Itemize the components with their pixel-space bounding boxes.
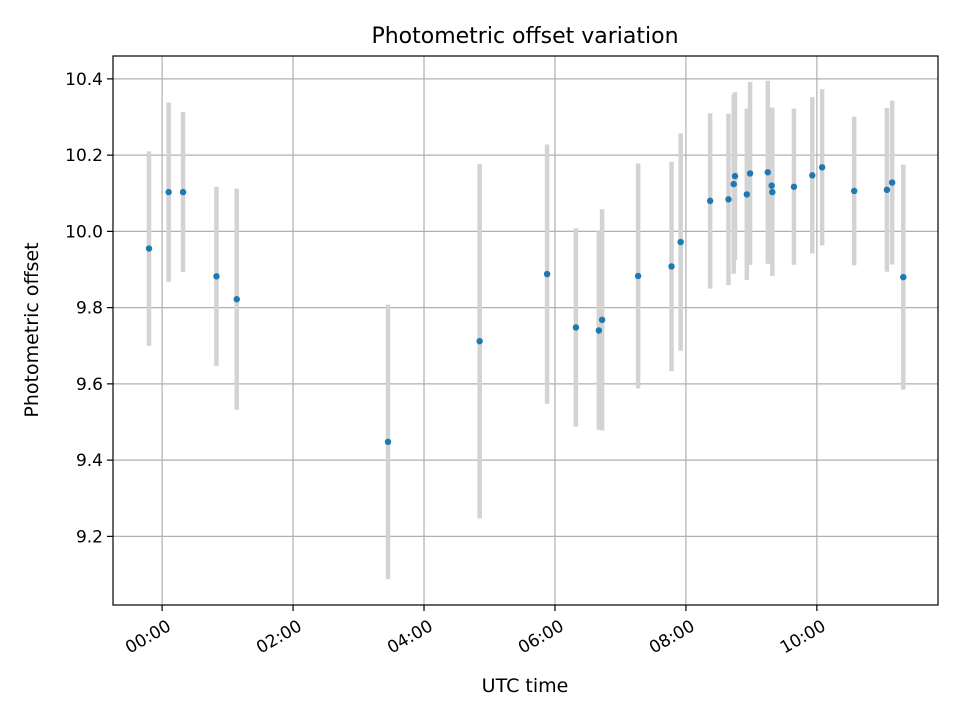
data-point <box>677 238 684 246</box>
data-point <box>900 273 907 281</box>
data-point <box>543 270 551 278</box>
data-point <box>883 186 891 194</box>
y-axis-ticks: 9.2 9.4 9.6 9.8 10.0 10.2 10.4 <box>65 70 113 547</box>
data-point <box>634 272 642 280</box>
data-point <box>595 327 603 334</box>
data-point <box>598 316 606 324</box>
data-point <box>790 183 798 190</box>
data-point <box>743 191 751 198</box>
grid-lines <box>113 56 938 605</box>
y-tick-label: 9.8 <box>76 299 103 319</box>
data-point <box>145 245 153 252</box>
data-point <box>731 172 739 180</box>
data-point <box>476 337 483 345</box>
chart-title: Photometric offset variation <box>371 24 678 49</box>
y-tick-label: 9.4 <box>76 451 103 471</box>
data-point <box>809 172 816 179</box>
data-point <box>730 180 737 188</box>
y-tick-label: 10.4 <box>65 70 103 90</box>
data-point <box>768 182 775 189</box>
data-point <box>165 188 172 196</box>
y-tick-label: 10.2 <box>65 146 103 166</box>
data-point <box>850 187 858 195</box>
data-point <box>572 324 580 331</box>
data-point <box>818 164 826 171</box>
y-tick-label: 9.2 <box>76 527 103 547</box>
data-point <box>706 197 714 205</box>
data-point <box>746 170 754 177</box>
data-point <box>179 188 187 196</box>
y-axis-label: Photometric offset <box>21 242 43 417</box>
plot-area-frame <box>112 55 939 606</box>
data-point <box>668 263 675 270</box>
data-points <box>145 164 907 446</box>
data-point <box>725 196 732 203</box>
data-point <box>213 273 220 280</box>
data-point <box>769 188 776 196</box>
data-point <box>233 296 240 303</box>
y-tick-label: 10.0 <box>65 222 103 242</box>
data-point <box>888 179 896 186</box>
data-point <box>764 169 771 176</box>
data-point <box>384 438 392 446</box>
x-axis-label: UTC time <box>482 675 569 697</box>
y-tick-label: 9.6 <box>76 375 103 395</box>
